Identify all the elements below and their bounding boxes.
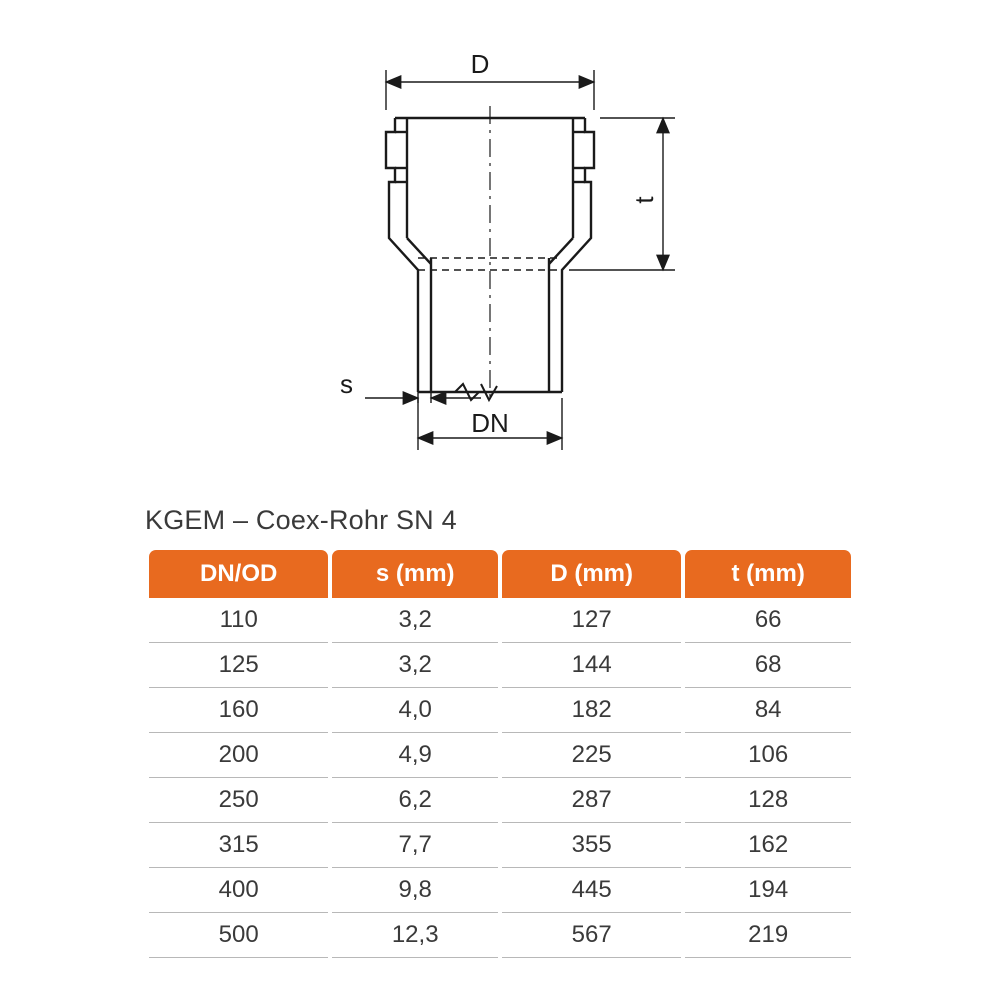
spec-table: DN/ODs (mm)D (mm)t (mm) 1103,2127661253,… — [145, 550, 855, 958]
table-cell: 127 — [502, 598, 681, 643]
table-cell: 3,2 — [332, 598, 498, 643]
table-row: 50012,3567219 — [149, 913, 851, 958]
table-header-cell: t (mm) — [685, 550, 851, 598]
table-header-cell: D (mm) — [502, 550, 681, 598]
table-cell: 110 — [149, 598, 328, 643]
dim-label-dn: DN — [471, 408, 509, 438]
table-cell: 125 — [149, 643, 328, 688]
table-row: 1253,214468 — [149, 643, 851, 688]
table-cell: 12,3 — [332, 913, 498, 958]
table-row: 4009,8445194 — [149, 868, 851, 913]
table-cell: 355 — [502, 823, 681, 868]
table-row: 3157,7355162 — [149, 823, 851, 868]
table-title: KGEM – Coex-Rohr SN 4 — [145, 505, 855, 536]
table-cell: 287 — [502, 778, 681, 823]
table-row: 2506,2287128 — [149, 778, 851, 823]
pipe-diagram: D t s DN — [255, 40, 755, 475]
table-cell: 219 — [685, 913, 851, 958]
table-cell: 9,8 — [332, 868, 498, 913]
table-cell: 3,2 — [332, 643, 498, 688]
table-cell: 250 — [149, 778, 328, 823]
table-cell: 68 — [685, 643, 851, 688]
table-cell: 225 — [502, 733, 681, 778]
table-cell: 500 — [149, 913, 328, 958]
dim-label-s: s — [340, 369, 353, 399]
table-row: 1103,212766 — [149, 598, 851, 643]
table-cell: 84 — [685, 688, 851, 733]
table-cell: 128 — [685, 778, 851, 823]
table-cell: 162 — [685, 823, 851, 868]
dim-label-t: t — [629, 196, 659, 204]
table-header-cell: DN/OD — [149, 550, 328, 598]
table-row: 1604,018284 — [149, 688, 851, 733]
table-cell: 445 — [502, 868, 681, 913]
table-cell: 200 — [149, 733, 328, 778]
table-cell: 400 — [149, 868, 328, 913]
dim-label-d: D — [471, 49, 490, 79]
table-cell: 6,2 — [332, 778, 498, 823]
table-row: 2004,9225106 — [149, 733, 851, 778]
table-cell: 106 — [685, 733, 851, 778]
table-header-cell: s (mm) — [332, 550, 498, 598]
table-cell: 567 — [502, 913, 681, 958]
table-cell: 7,7 — [332, 823, 498, 868]
table-cell: 4,9 — [332, 733, 498, 778]
table-cell: 4,0 — [332, 688, 498, 733]
table-cell: 315 — [149, 823, 328, 868]
table-cell: 66 — [685, 598, 851, 643]
table-cell: 144 — [502, 643, 681, 688]
table-cell: 182 — [502, 688, 681, 733]
table-cell: 160 — [149, 688, 328, 733]
table-cell: 194 — [685, 868, 851, 913]
